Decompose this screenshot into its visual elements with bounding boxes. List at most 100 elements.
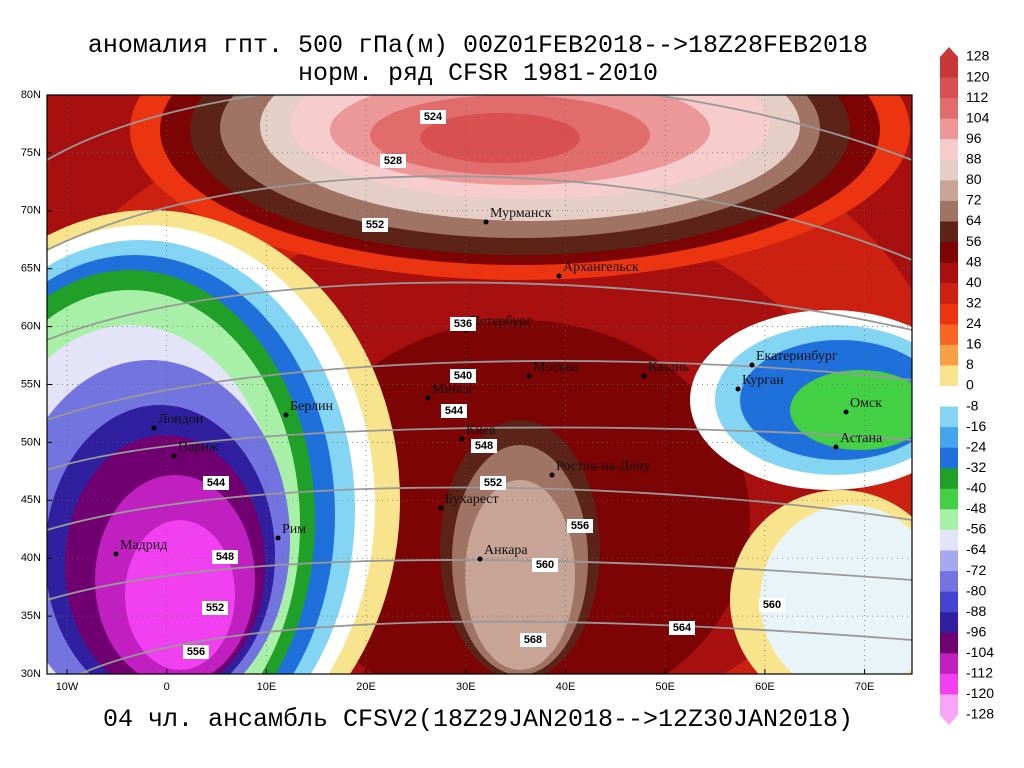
colorbar-swatch bbox=[940, 694, 958, 716]
city-label: Анкара bbox=[484, 543, 528, 558]
map-labels: 80N 75N 70N 65N 60N 55N 50N 45N 40N 35N 30N 10W 0 10E… bbox=[21, 89, 883, 693]
colorbar-label: 96 bbox=[966, 130, 982, 146]
city-label: Омск bbox=[850, 396, 882, 411]
contour-label: 536 bbox=[454, 318, 472, 330]
colorbar-label: -112 bbox=[966, 665, 993, 681]
city-dot bbox=[477, 556, 483, 562]
lat-label: 35N bbox=[21, 610, 41, 622]
city-dot bbox=[283, 412, 289, 418]
colorbar-swatch bbox=[940, 283, 958, 305]
lat-label: 65N bbox=[21, 263, 41, 275]
city-dot bbox=[113, 551, 119, 557]
subtitle: норм. ряд CFSR 1981-2010 bbox=[298, 59, 658, 88]
contour-label: 540 bbox=[454, 370, 472, 382]
colorbar-label: 112 bbox=[966, 89, 989, 105]
colorbar-swatch bbox=[940, 262, 958, 284]
city-label: Москва bbox=[533, 360, 579, 375]
city-label: Рим bbox=[282, 522, 306, 537]
colorbar-label: 88 bbox=[966, 151, 982, 167]
footer: 04 чл. ансамбль CFSV2(18Z29JAN2018-->12Z… bbox=[103, 705, 853, 734]
colorbar-swatch bbox=[940, 139, 958, 161]
colorbar-label: 40 bbox=[966, 274, 982, 290]
contour-label-bg bbox=[441, 404, 467, 418]
colorbar-label: 56 bbox=[966, 233, 982, 249]
colorbar-label: -104 bbox=[966, 644, 994, 660]
city-label: Мадрид bbox=[120, 538, 167, 553]
contour-label-bg bbox=[203, 476, 229, 490]
lat-label: 50N bbox=[21, 436, 41, 448]
colorbar-label: -96 bbox=[966, 623, 986, 639]
contour-label-bg bbox=[183, 645, 209, 659]
colorbar-swatch bbox=[940, 242, 958, 264]
city-label: Казань bbox=[648, 360, 689, 375]
colorbar-label: 48 bbox=[966, 253, 982, 269]
colorbar-swatch bbox=[940, 221, 958, 243]
contour-label: 560 bbox=[536, 559, 554, 571]
colorbar-swatch bbox=[940, 98, 958, 120]
colorbar-swatch bbox=[940, 427, 958, 449]
city-label: Париж bbox=[178, 440, 219, 455]
colorbar-label: 64 bbox=[966, 212, 982, 228]
lon-label: 20E bbox=[356, 681, 376, 693]
city-dot bbox=[151, 425, 157, 431]
colorbar-label: 16 bbox=[966, 336, 982, 352]
contour-label: 552 bbox=[206, 602, 224, 614]
colorbar-label: -72 bbox=[966, 562, 986, 578]
city-dot bbox=[459, 436, 465, 442]
colorbar-label: -32 bbox=[966, 459, 986, 475]
lon-label: 70E bbox=[855, 681, 875, 693]
colorbar-swatch bbox=[940, 77, 958, 99]
contour-label-bg bbox=[480, 476, 506, 490]
lat-label: 70N bbox=[21, 205, 41, 217]
contour-label: 544 bbox=[445, 405, 464, 417]
lon-label: 30E bbox=[456, 681, 476, 693]
colorbar-label: -128 bbox=[966, 706, 994, 722]
colorbar-swatch bbox=[940, 488, 958, 510]
city-dot bbox=[735, 386, 741, 392]
title: аномалия гпт. 500 гПа(м) 00Z01FEB2018-->… bbox=[88, 31, 868, 60]
colorbar: 128120112104968880726456484032241680-8-1… bbox=[940, 47, 994, 725]
colorbar-swatch bbox=[940, 571, 958, 593]
colorbar-swatch bbox=[940, 612, 958, 634]
contour-label-bg bbox=[567, 519, 593, 533]
colorbar-swatch bbox=[940, 406, 958, 428]
contour-label-bg bbox=[202, 601, 228, 615]
contour-label: 552 bbox=[366, 219, 384, 231]
colorbar-label: 32 bbox=[966, 294, 982, 310]
anomaly-field bbox=[790, 370, 912, 450]
city-dot bbox=[641, 373, 647, 379]
contour-label: 524 bbox=[424, 111, 443, 123]
lat-label: 40N bbox=[21, 552, 41, 564]
colorbar-label: -120 bbox=[966, 685, 994, 701]
anomaly-field bbox=[125, 520, 235, 670]
colorbar-label: -80 bbox=[966, 582, 986, 598]
contour-label-bg bbox=[380, 154, 406, 168]
colorbar-swatch bbox=[940, 509, 958, 531]
city-label: Киев bbox=[466, 423, 496, 438]
city-dot bbox=[749, 362, 755, 368]
lon-label: 60E bbox=[755, 681, 775, 693]
colorbar-label: -40 bbox=[966, 480, 986, 496]
lon-label: 10E bbox=[257, 681, 277, 693]
colorbar-swatch bbox=[940, 653, 958, 675]
colorbar-label: 72 bbox=[966, 192, 982, 208]
lat-label: 80N bbox=[21, 89, 41, 101]
contour-label-bg bbox=[471, 439, 497, 453]
colorbar-label: 24 bbox=[966, 315, 982, 331]
colorbar-swatch bbox=[940, 550, 958, 572]
contour-label: 556 bbox=[571, 520, 589, 532]
contour-label: 548 bbox=[475, 440, 493, 452]
contour-label: 568 bbox=[524, 634, 542, 646]
contour-label: 560 bbox=[763, 599, 781, 611]
colorbar-label: 128 bbox=[966, 48, 990, 64]
contour-label-bg bbox=[450, 369, 476, 383]
city-label: Екатеринбург bbox=[756, 349, 838, 364]
contour-label: 556 bbox=[187, 646, 205, 658]
contour-label-bg bbox=[420, 110, 446, 124]
lon-label: 0 bbox=[164, 681, 170, 693]
city-label: Ростов-на-Дону bbox=[556, 459, 651, 474]
city-dot bbox=[526, 373, 532, 379]
map bbox=[47, 95, 912, 674]
colorbar-label: 104 bbox=[966, 109, 990, 125]
colorbar-label: 8 bbox=[966, 356, 974, 372]
